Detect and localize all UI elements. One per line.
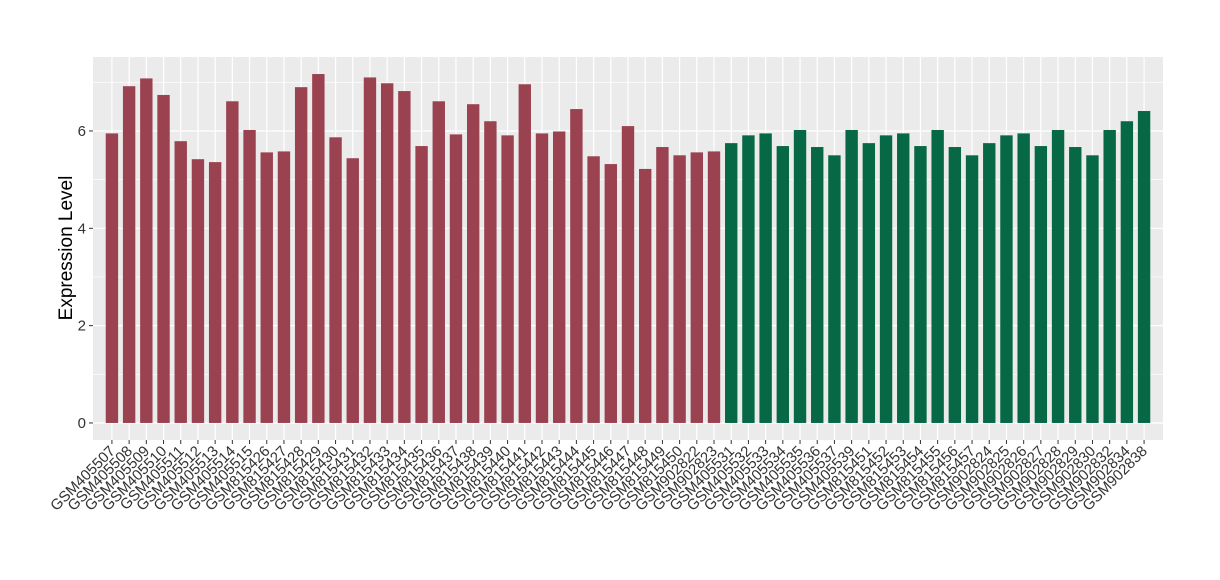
bar bbox=[1137, 111, 1151, 423]
bar bbox=[862, 143, 876, 423]
bar bbox=[398, 91, 411, 423]
bar bbox=[122, 86, 136, 423]
bar bbox=[1120, 121, 1134, 423]
bar bbox=[639, 168, 652, 423]
bar bbox=[725, 143, 738, 423]
bar bbox=[587, 156, 600, 423]
bar bbox=[604, 164, 617, 423]
bar bbox=[1034, 146, 1048, 423]
bar bbox=[983, 143, 996, 423]
y-tick-label: 2 bbox=[78, 318, 86, 335]
bar bbox=[226, 101, 239, 423]
y-tick-label: 0 bbox=[78, 415, 86, 432]
bar bbox=[535, 133, 549, 423]
y-tick-label: 6 bbox=[78, 123, 86, 140]
y-axis-title: Expression Level bbox=[56, 176, 77, 321]
bar bbox=[931, 129, 944, 423]
bar bbox=[897, 133, 910, 423]
bar bbox=[105, 133, 119, 423]
bar bbox=[570, 109, 583, 423]
bar bbox=[449, 134, 463, 423]
bar bbox=[208, 162, 222, 423]
bar bbox=[552, 131, 566, 423]
bar bbox=[501, 135, 514, 423]
bar bbox=[140, 78, 153, 423]
bar bbox=[811, 147, 824, 423]
bar bbox=[157, 94, 170, 423]
bar bbox=[965, 155, 979, 423]
bar bbox=[793, 129, 807, 423]
bar bbox=[363, 77, 377, 423]
bar bbox=[277, 151, 291, 423]
bar bbox=[656, 147, 669, 423]
bar bbox=[948, 147, 962, 423]
bar bbox=[914, 146, 927, 423]
bar bbox=[312, 74, 325, 423]
bar bbox=[1000, 135, 1013, 423]
bar bbox=[879, 135, 893, 423]
bar bbox=[380, 83, 394, 423]
bar bbox=[294, 87, 308, 423]
bar bbox=[484, 121, 497, 423]
bar bbox=[243, 129, 256, 423]
bar bbox=[1069, 147, 1082, 423]
bar bbox=[415, 146, 428, 423]
bar bbox=[329, 137, 342, 423]
bar bbox=[776, 146, 790, 423]
bar bbox=[621, 126, 635, 423]
bar bbox=[1017, 133, 1030, 423]
bar bbox=[466, 104, 480, 423]
bar bbox=[432, 101, 445, 423]
bar bbox=[845, 129, 858, 423]
bar bbox=[707, 151, 721, 423]
bar bbox=[260, 152, 273, 423]
bar bbox=[174, 141, 187, 423]
bar bbox=[759, 133, 772, 423]
bar bbox=[673, 155, 686, 423]
bar bbox=[346, 158, 359, 423]
bar bbox=[191, 159, 205, 423]
y-tick-label: 4 bbox=[78, 220, 86, 237]
bar bbox=[828, 155, 841, 423]
bar bbox=[1086, 155, 1099, 423]
bar bbox=[518, 84, 531, 423]
bar bbox=[1103, 129, 1116, 423]
bar bbox=[690, 152, 704, 423]
bar bbox=[742, 135, 755, 423]
bar bbox=[1051, 129, 1065, 423]
